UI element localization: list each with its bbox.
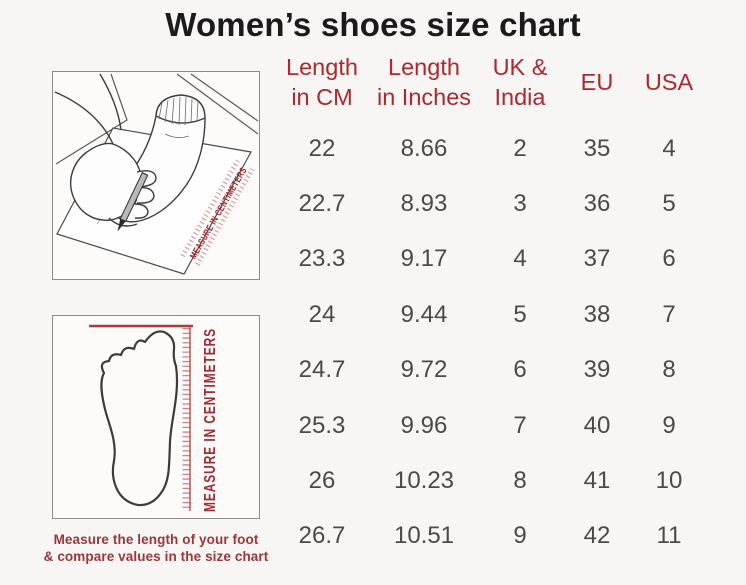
col-header-eu: EU xyxy=(580,68,614,95)
size-cell: 10 xyxy=(655,467,683,495)
size-cell: 41 xyxy=(583,467,611,495)
table-row: 26.7 10.51 9 42 11 xyxy=(272,509,708,564)
size-cell: 8 xyxy=(662,356,676,384)
table-row: 24.7 9.72 6 39 8 xyxy=(272,343,708,398)
size-cell: 7 xyxy=(662,300,676,328)
size-cell: 4 xyxy=(513,245,527,273)
content-area: MEASURE IN CENTIMETERS xyxy=(0,44,746,566)
pencil xyxy=(117,172,149,232)
size-cell: 5 xyxy=(513,300,527,328)
size-cell: 42 xyxy=(583,522,611,550)
size-cell: 8.93 xyxy=(400,190,448,218)
ruler-label: MEASURE IN CENTIMETERS xyxy=(202,328,219,512)
col-header-length-inches: Length in Inches xyxy=(376,54,472,110)
size-cell: 8.66 xyxy=(400,134,448,162)
size-cell: 37 xyxy=(583,245,611,273)
foot-tracing-illustration: MEASURE IN CENTIMETERS xyxy=(52,71,260,280)
size-cell: 9.72 xyxy=(400,356,448,384)
table-row: 24 9.44 5 38 7 xyxy=(272,287,708,342)
size-cell: 24.7 xyxy=(298,356,346,384)
size-cell: 8 xyxy=(513,467,527,495)
size-table-body: 22 8.66 2 35 4 22.7 8.93 3 36 5 23.3 9.17 4 37 6 24 9.44… xyxy=(272,121,708,564)
size-cell: 38 xyxy=(583,300,611,328)
measure-caption: Measure the length of your foot & compar… xyxy=(36,532,276,566)
size-cell: 36 xyxy=(583,190,611,218)
size-cell: 35 xyxy=(583,134,611,162)
col-header-uk-india: UK & India xyxy=(492,54,548,110)
foot-outline-illustration: MEASURE IN CENTIMETERS xyxy=(52,315,260,519)
caption-line-2: & compare values in the size chart xyxy=(43,548,269,564)
size-cell: 26.7 xyxy=(298,522,346,550)
size-cell: 9 xyxy=(513,522,527,550)
size-table: Length in CM Length in Inches UK & India… xyxy=(272,44,708,564)
size-table-header: Length in CM Length in Inches UK & India… xyxy=(272,44,708,121)
size-cell: 26 xyxy=(308,467,336,495)
size-cell: 40 xyxy=(583,411,611,439)
size-cell: 11 xyxy=(656,522,682,550)
page-title: Women’s shoes size chart xyxy=(165,6,581,43)
size-cell: 9.44 xyxy=(400,300,448,328)
illustration-column: MEASURE IN CENTIMETERS xyxy=(44,71,268,566)
foot-outline xyxy=(100,330,179,507)
foot-outline-svg: MEASURE IN CENTIMETERS xyxy=(89,324,219,512)
room-lines xyxy=(55,73,259,165)
size-cell: 22.7 xyxy=(298,190,346,218)
size-cell: 7 xyxy=(513,411,527,439)
size-cell: 5 xyxy=(662,190,676,218)
size-cell: 2 xyxy=(513,134,527,162)
size-cell: 9 xyxy=(662,411,676,439)
size-cell: 10.23 xyxy=(393,467,455,495)
table-row: 22 8.66 2 35 4 xyxy=(272,121,708,176)
size-cell: 39 xyxy=(583,356,611,384)
table-row: 26 10.23 8 41 10 xyxy=(272,453,708,508)
col-header-usa: USA xyxy=(644,68,694,95)
size-cell: 4 xyxy=(662,134,676,162)
foot-tracing-svg: MEASURE IN CENTIMETERS xyxy=(54,73,259,275)
ruler xyxy=(182,325,191,511)
size-cell: 25.3 xyxy=(298,411,346,439)
size-cell: 3 xyxy=(513,190,527,218)
size-cell: 6 xyxy=(513,356,527,384)
header-row: Length in CM Length in Inches UK & India… xyxy=(272,44,708,121)
size-cell: 10.51 xyxy=(393,522,455,550)
size-cell: 9.17 xyxy=(400,245,448,273)
table-row: 25.3 9.96 7 40 9 xyxy=(272,398,708,453)
size-cell: 24 xyxy=(308,300,336,328)
size-cell: 6 xyxy=(662,245,676,273)
col-header-length-cm: Length in CM xyxy=(286,54,358,110)
size-cell: 22 xyxy=(308,134,336,162)
table-row: 22.7 8.93 3 36 5 xyxy=(272,176,708,231)
size-cell: 9.96 xyxy=(400,411,448,439)
table-row: 23.3 9.17 4 37 6 xyxy=(272,232,708,287)
caption-line-1: Measure the length of your foot xyxy=(53,532,259,547)
size-cell: 23.3 xyxy=(298,245,346,273)
